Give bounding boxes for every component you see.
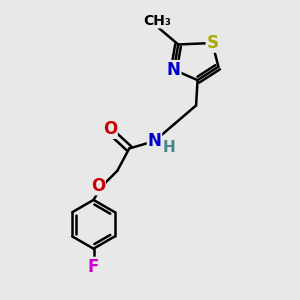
Text: F: F <box>88 257 99 275</box>
Text: N: N <box>148 132 161 150</box>
Text: S: S <box>206 34 218 52</box>
Text: O: O <box>91 177 105 195</box>
Text: CH₃: CH₃ <box>143 14 171 28</box>
Text: N: N <box>167 61 181 79</box>
Text: O: O <box>103 120 117 138</box>
Text: H: H <box>163 140 176 154</box>
